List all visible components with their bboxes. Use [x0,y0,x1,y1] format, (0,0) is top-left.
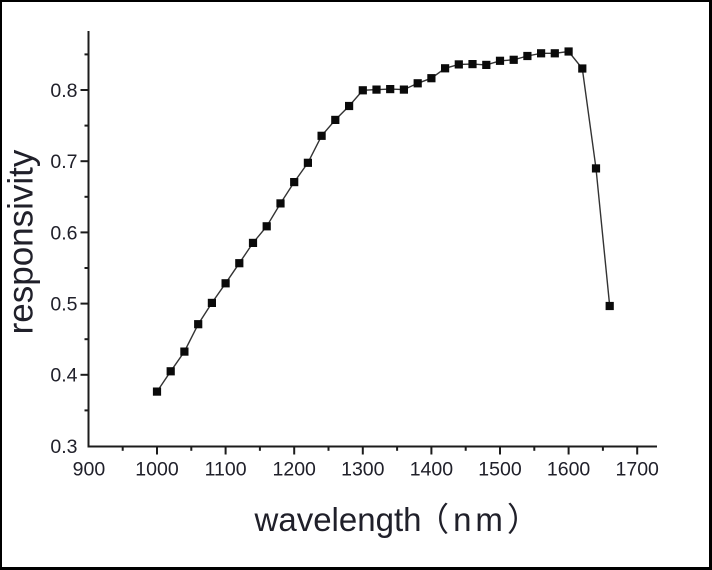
svg-text:0.8: 0.8 [50,80,77,102]
svg-text:900: 900 [73,459,106,481]
svg-text:1700: 1700 [616,459,660,481]
svg-text:1500: 1500 [478,459,522,481]
svg-text:1300: 1300 [341,459,385,481]
svg-text:（nm）: （nm） [416,501,544,538]
svg-text:responsivity: responsivity [2,149,41,334]
svg-text:0.6: 0.6 [50,222,77,244]
svg-text:1600: 1600 [547,459,591,481]
svg-text:1000: 1000 [135,459,179,481]
svg-text:1100: 1100 [205,459,247,481]
svg-text:0.3: 0.3 [50,436,77,458]
svg-text:0.5: 0.5 [50,294,77,316]
svg-text:wavelength: wavelength [254,501,422,538]
svg-text:1400: 1400 [410,459,454,481]
svg-text:0.4: 0.4 [50,365,77,387]
svg-text:0.7: 0.7 [50,151,77,173]
svg-text:1200: 1200 [273,459,317,481]
